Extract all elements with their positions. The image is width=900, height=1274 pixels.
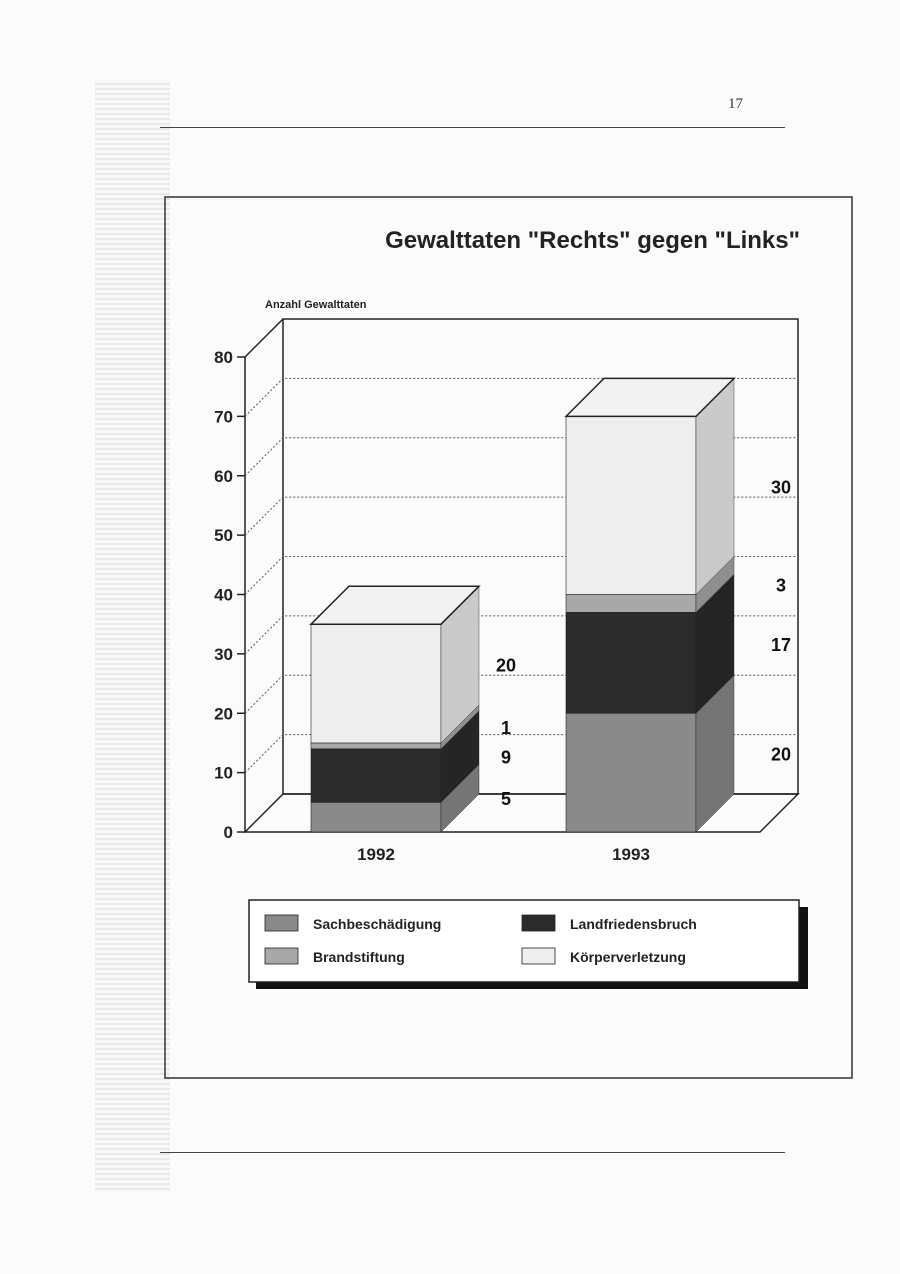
data-label: 20 <box>496 656 516 676</box>
x-tick-label: 1992 <box>357 845 395 864</box>
y-tick-label: 40 <box>214 586 233 605</box>
y-tick-label: 30 <box>214 645 233 664</box>
bar-top <box>309 585 481 625</box>
y-tick-label: 60 <box>214 467 233 486</box>
bar-segment-front <box>565 712 697 833</box>
data-label: 3 <box>776 575 786 595</box>
data-label: 30 <box>771 477 791 497</box>
bar-segment-front <box>310 802 442 833</box>
footer-rule <box>160 1152 785 1153</box>
legend-label: Sachbeschädigung <box>313 916 441 932</box>
y-tick-label: 50 <box>214 526 233 545</box>
bar-segment-front <box>310 742 442 750</box>
y-tick-label: 80 <box>214 348 233 367</box>
legend-swatch <box>521 914 556 932</box>
page-number: 17 <box>728 96 743 112</box>
legend-swatch <box>264 914 299 932</box>
legend-swatch <box>521 947 556 965</box>
data-label: 5 <box>501 789 511 809</box>
bar-segment-front <box>565 594 697 613</box>
bar-segment-front <box>310 623 442 744</box>
bar-top <box>564 377 736 418</box>
scan-edge-shadow <box>95 80 170 1190</box>
legend-label: Brandstiftung <box>313 949 405 965</box>
bar-segment-front <box>310 748 442 803</box>
data-label: 17 <box>771 635 791 655</box>
legend-label: Körperverletzung <box>570 949 686 965</box>
data-label: 1 <box>501 718 511 738</box>
y-tick-label: 20 <box>214 704 233 723</box>
bar-segment-front <box>565 612 697 714</box>
legend-box <box>248 899 800 983</box>
data-label: 9 <box>501 748 511 768</box>
data-label: 20 <box>771 745 791 765</box>
y-axis-label: Anzahl Gewalttaten <box>265 299 367 311</box>
y-tick-label: 10 <box>214 764 233 783</box>
bar-segment-front <box>565 416 697 595</box>
chart-frame <box>164 196 853 1079</box>
x-tick-label: 1993 <box>612 845 650 864</box>
header-rule <box>160 127 785 128</box>
y-tick-label: 70 <box>214 407 233 426</box>
y-axis-top-edge <box>244 318 284 358</box>
y-tick-label: 0 <box>224 823 233 842</box>
legend-swatch <box>264 947 299 965</box>
chart-title: Gewalttaten "Rechts" gegen "Links" <box>385 227 800 254</box>
legend-label: Landfriedensbruch <box>570 916 697 932</box>
